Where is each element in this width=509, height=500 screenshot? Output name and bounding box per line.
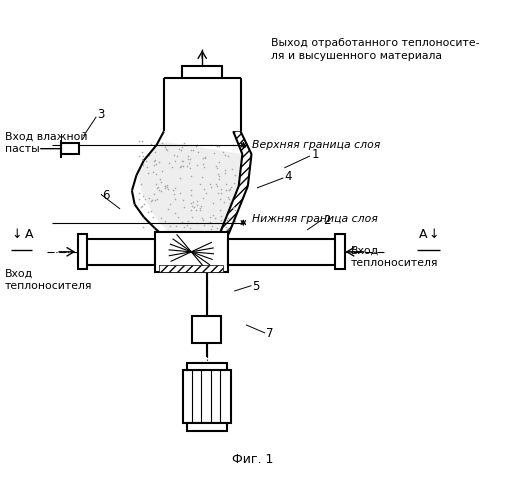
- Bar: [335, 234, 344, 269]
- Text: Фиг. 1: Фиг. 1: [231, 454, 273, 466]
- Text: Вход
теплоносителя: Вход теплоносителя: [5, 268, 92, 290]
- Bar: [83, 239, 154, 264]
- Text: Вход влажной
пасты: Вход влажной пасты: [5, 132, 88, 154]
- Text: Нижняя граница слоя: Нижняя граница слоя: [251, 214, 377, 224]
- Text: 5: 5: [252, 280, 259, 293]
- Text: 4: 4: [284, 170, 291, 183]
- Polygon shape: [138, 142, 242, 232]
- Text: $\downarrow$A: $\downarrow$A: [9, 227, 34, 241]
- Text: Выход отработанного теплоносите-
ля и высушенного материала: Выход отработанного теплоносите- ля и вы…: [270, 38, 478, 60]
- Bar: [192, 316, 221, 343]
- Bar: [61, 143, 79, 154]
- Bar: [186, 424, 227, 430]
- Bar: [183, 370, 230, 424]
- Text: Верхняя граница слоя: Верхняя граница слоя: [251, 140, 379, 150]
- Text: 3: 3: [97, 108, 104, 122]
- Text: 7: 7: [266, 328, 273, 340]
- Text: 1: 1: [311, 148, 319, 160]
- Text: 6: 6: [102, 188, 109, 202]
- Bar: [78, 234, 87, 269]
- Bar: [159, 264, 223, 272]
- Text: Вход
теплоносителя: Вход теплоносителя: [350, 245, 438, 268]
- Bar: [186, 363, 227, 370]
- Bar: [154, 232, 228, 272]
- Text: A$\downarrow$: A$\downarrow$: [417, 227, 438, 241]
- Bar: [228, 239, 338, 264]
- Bar: [182, 66, 222, 78]
- Text: 2: 2: [322, 214, 329, 228]
- Polygon shape: [220, 132, 251, 232]
